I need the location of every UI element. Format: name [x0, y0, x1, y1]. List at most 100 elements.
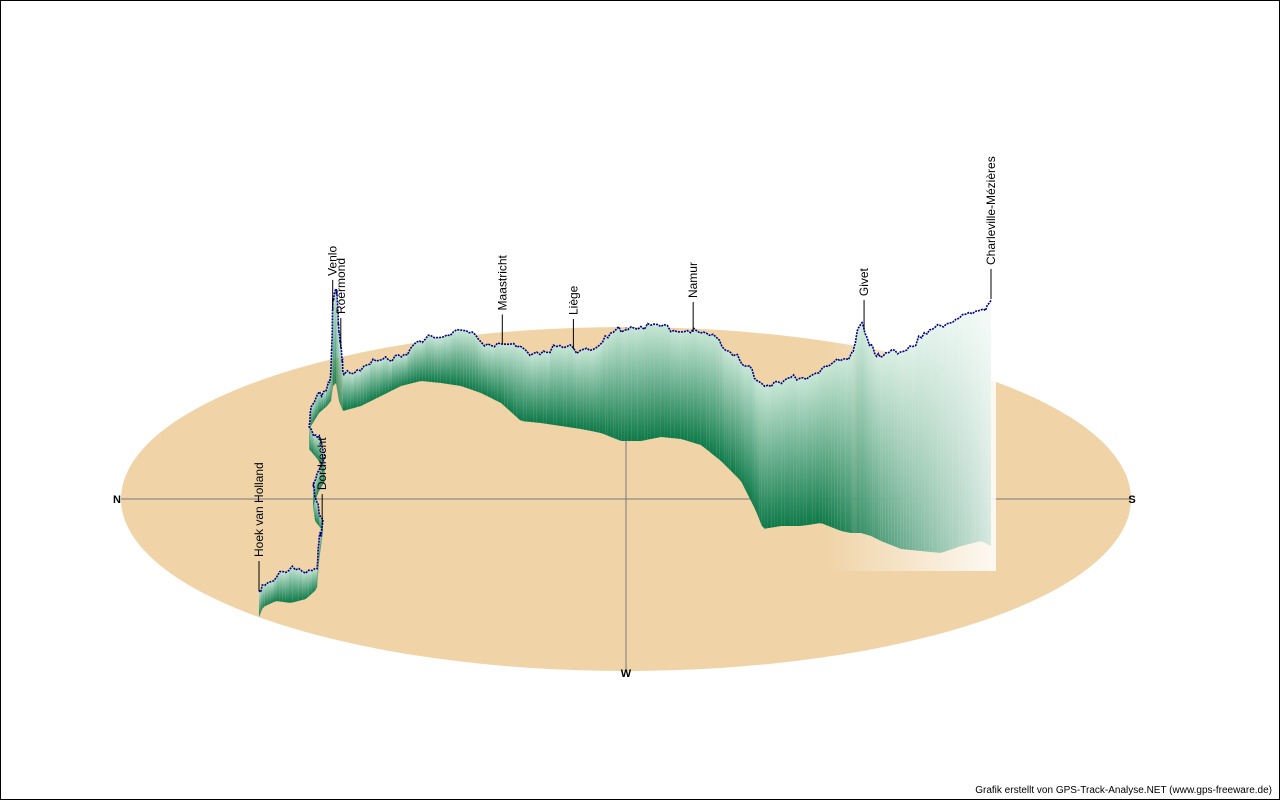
curtain-segment [469, 332, 472, 390]
curtain-segment [312, 568, 315, 593]
curtain-segment [550, 345, 553, 425]
curtain-segment [560, 345, 563, 426]
curtain-segment [593, 348, 596, 432]
curtain-segment [315, 568, 317, 590]
curtain-segment [488, 344, 491, 398]
place-label: Givet [857, 267, 871, 296]
curtain-segment [472, 332, 475, 391]
curtain-segment [416, 341, 419, 382]
curtain-segment [431, 336, 434, 382]
curtain-segment [382, 357, 385, 395]
place-label: Charleville-Mézières [984, 156, 998, 265]
curtain-segment [367, 364, 370, 403]
curtain-segment [344, 371, 347, 411]
curtain-segment [463, 331, 466, 388]
curtain-segment [357, 370, 360, 407]
curtain-segment [302, 571, 305, 600]
curtain-segment [563, 347, 566, 427]
curtain-segment [292, 566, 295, 602]
curtain-segment [511, 344, 514, 415]
curtain-segment [608, 333, 611, 437]
curtain-segment [481, 342, 484, 394]
curtain-segment [268, 582, 271, 605]
curtain-segment [305, 570, 308, 599]
curtain-segment [498, 343, 501, 403]
curtain-segment [457, 330, 460, 386]
curtain-segment [611, 332, 614, 437]
curtain-segment [316, 394, 318, 418]
curtain-segment [450, 332, 453, 385]
place-label: Maastricht [495, 254, 509, 310]
place-label: Namur [686, 262, 700, 298]
curtain-segment [523, 348, 526, 421]
curtain-segment [590, 349, 593, 431]
curtain-segment [401, 354, 404, 385]
curtain-segment [286, 570, 289, 602]
curtain-segment [547, 352, 550, 424]
curtain-segment [373, 359, 376, 400]
curtain-segment [570, 345, 573, 428]
curtain-segment [262, 585, 264, 609]
curtain-segment [491, 346, 494, 400]
curtain-segment [543, 351, 546, 424]
curtain-segment [577, 351, 580, 429]
curtain-segment [422, 339, 425, 381]
curtain-segment [605, 336, 608, 436]
curtain-segment [351, 373, 354, 408]
credit-text: Grafik erstellt von GPS-Track-Analyse.NE… [975, 785, 1272, 796]
curtain-segment [520, 346, 523, 421]
curtain-segment [370, 359, 373, 401]
curtain-segment [553, 345, 556, 425]
curtain-segment [444, 335, 447, 384]
curtain-segment [309, 570, 312, 596]
curtain-segment [389, 360, 392, 392]
curtain-segment [507, 344, 510, 411]
curtain-segment [324, 391, 326, 408]
compass-north: N [113, 494, 121, 506]
curtain-segment [440, 337, 443, 384]
curtain-segment [364, 365, 367, 405]
curtain-segment [478, 339, 481, 393]
curtain-segment [567, 345, 570, 428]
curtain-segment [501, 344, 504, 406]
curtain-segment [318, 392, 320, 415]
curtain-segment [379, 360, 382, 397]
curtain-segment [419, 341, 422, 381]
curtain-segment [533, 352, 536, 423]
curtain-segment [404, 354, 407, 385]
curtain-segment [354, 370, 357, 408]
curtain-segment [517, 346, 520, 420]
curtain-segment [376, 360, 379, 398]
place-label: Liège [566, 285, 580, 315]
curtain-segment [296, 569, 299, 602]
curtain-segment [343, 371, 344, 411]
curtain-segment [425, 335, 428, 382]
curtain-segment [573, 348, 576, 428]
curtain-segment [413, 342, 416, 383]
curtain-segment [580, 349, 583, 429]
curtain-segment [283, 571, 286, 602]
place-label: Roermond [334, 258, 348, 314]
curtain-segment [484, 344, 487, 397]
curtain-segment [428, 335, 431, 382]
curtain-segment [453, 330, 456, 386]
curtain-segment [434, 338, 437, 383]
curtain-segment [398, 355, 401, 388]
curtain-segment [527, 351, 530, 422]
curtain-segment [616, 327, 619, 440]
curtain-segment [600, 342, 603, 433]
curtain-segment [259, 591, 261, 618]
place-label: Dordrecht [315, 437, 329, 490]
curtain-segment [395, 355, 398, 389]
curtain-segment [386, 357, 389, 394]
curtain-segment [603, 336, 606, 435]
place-label: Hoek van Holland [252, 462, 266, 557]
curtain-segment [311, 404, 313, 426]
curtain-segment [280, 571, 283, 601]
curtain-segment [460, 330, 463, 387]
curtain-segment [437, 337, 440, 382]
curtain-segment [557, 345, 560, 425]
curtain-segment [514, 344, 517, 418]
curtain-segment [530, 354, 533, 423]
